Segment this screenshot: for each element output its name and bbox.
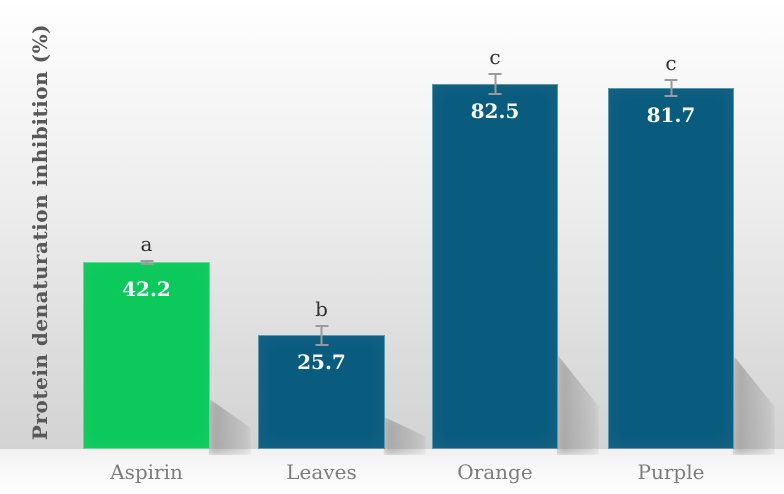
category-label: Aspirin: [110, 460, 183, 484]
baseline-strip: [0, 449, 784, 494]
significance-letter: a: [140, 232, 153, 257]
bar: 81.7: [608, 87, 734, 449]
error-bar-cap-top: [488, 73, 502, 76]
error-bar: [488, 73, 502, 96]
category-label: Orange: [457, 460, 533, 484]
bar: 25.7: [258, 335, 385, 449]
value-label: 81.7: [646, 102, 696, 127]
error-bar-cap-top: [315, 325, 328, 328]
bar: 82.5: [432, 84, 558, 449]
error-bar-line: [494, 75, 496, 94]
error-bar-cap-top: [140, 260, 153, 263]
significance-letter: c: [489, 45, 501, 70]
error-bar-cap-bottom: [488, 93, 502, 96]
error-bar-cap-bottom: [664, 94, 678, 97]
error-bar-line: [320, 327, 323, 344]
error-bar: [140, 260, 153, 265]
significance-letter: c: [665, 51, 677, 76]
category-label: Leaves: [286, 460, 357, 484]
error-bar-cap-top: [664, 79, 678, 82]
error-bar: [315, 325, 328, 346]
y-axis-label: Protein denaturation inhibition (%): [28, 23, 52, 441]
category-label: Purple: [637, 460, 705, 484]
bar: 42.2: [83, 262, 210, 449]
value-label: 82.5: [470, 99, 520, 124]
significance-letter: b: [315, 297, 328, 322]
value-label: 42.2: [122, 277, 171, 302]
value-label: 25.7: [297, 350, 346, 375]
error-bar-cap-bottom: [140, 262, 153, 265]
error-bar-cap-bottom: [315, 343, 328, 346]
error-bar-line: [670, 81, 672, 95]
error-bar: [664, 79, 678, 97]
